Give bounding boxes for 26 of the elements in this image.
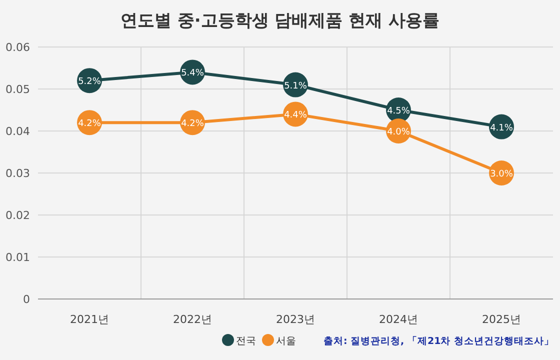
x-tick-label: 2023년 <box>276 313 315 326</box>
legend-label: 서울 <box>276 336 296 347</box>
y-tick-label: 0.05 <box>6 83 30 96</box>
y-tick-label: 0.03 <box>6 167 30 180</box>
y-tick-label: 0.01 <box>6 251 30 264</box>
y-tick-label: 0.02 <box>6 209 30 222</box>
data-label: 5.4% <box>181 68 204 79</box>
x-tick-label: 2021년 <box>70 313 109 326</box>
data-label: 5.2% <box>78 77 102 88</box>
data-label: 4.1% <box>490 123 514 134</box>
x-tick-label: 2025년 <box>482 313 521 326</box>
data-label: 4.5% <box>387 106 410 116</box>
chart-title: 연도별 중·고등학생 담배제품 현재 사용률 <box>120 11 440 31</box>
data-label: 4.0% <box>387 128 410 138</box>
y-tick-label: 0.06 <box>6 41 30 54</box>
y-tick-label: 0.04 <box>6 125 30 138</box>
legend-label: 전국 <box>236 336 256 347</box>
data-label: 3.0% <box>490 170 514 180</box>
x-tick-label: 2022년 <box>173 313 212 326</box>
data-label: 4.4% <box>284 110 308 121</box>
data-label: 4.2% <box>78 119 102 130</box>
source-note: 출처: 질병관리청, 「제21차 청소년건강행태조사」 <box>323 335 554 347</box>
data-label: 4.2% <box>181 119 204 130</box>
y-tick-label: 0 <box>23 293 30 306</box>
x-tick-label: 2024년 <box>379 313 418 326</box>
data-label: 5.1% <box>284 81 308 92</box>
